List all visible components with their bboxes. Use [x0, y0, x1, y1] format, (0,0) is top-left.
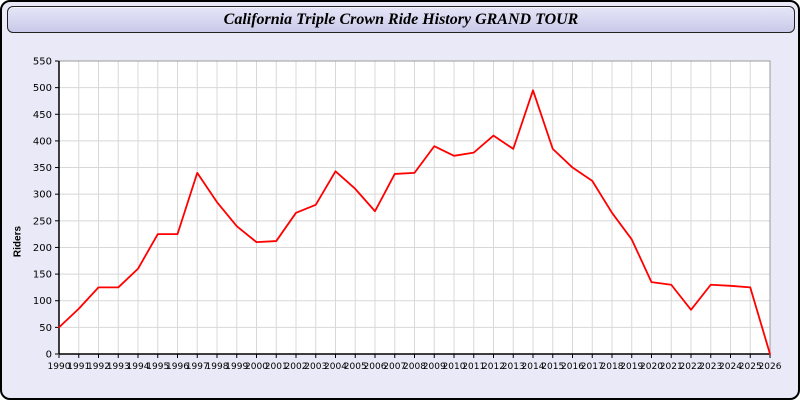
svg-text:1995: 1995: [146, 362, 169, 372]
svg-text:2006: 2006: [364, 362, 387, 372]
svg-text:1994: 1994: [127, 362, 150, 372]
svg-text:450: 450: [33, 110, 52, 121]
svg-text:2002: 2002: [285, 362, 308, 372]
svg-text:2001: 2001: [265, 362, 288, 372]
svg-text:2003: 2003: [304, 362, 327, 372]
svg-text:1990: 1990: [48, 362, 71, 372]
svg-text:2013: 2013: [502, 362, 525, 372]
riders-line-chart: 0501001502002503003504004505005501990199…: [33, 57, 782, 373]
svg-text:2026: 2026: [759, 362, 782, 372]
svg-text:1991: 1991: [67, 362, 90, 372]
svg-text:2022: 2022: [680, 362, 703, 372]
svg-text:2025: 2025: [739, 362, 762, 372]
svg-text:2004: 2004: [324, 362, 347, 372]
svg-text:2011: 2011: [462, 362, 485, 372]
svg-text:350: 350: [33, 163, 52, 174]
chart-title: California Triple Crown Ride History GRA…: [223, 10, 579, 28]
svg-text:50: 50: [39, 323, 52, 334]
svg-text:1999: 1999: [225, 362, 248, 372]
svg-text:500: 500: [33, 83, 52, 94]
svg-text:100: 100: [33, 296, 52, 307]
svg-text:2000: 2000: [245, 362, 268, 372]
svg-text:1992: 1992: [87, 362, 110, 372]
svg-text:300: 300: [33, 190, 52, 201]
chart-title-bar: California Triple Crown Ride History GRA…: [7, 6, 795, 33]
svg-text:2016: 2016: [561, 362, 584, 372]
svg-text:250: 250: [33, 216, 52, 227]
svg-text:200: 200: [33, 243, 52, 254]
svg-text:2010: 2010: [443, 362, 466, 372]
svg-text:150: 150: [33, 270, 52, 281]
svg-text:2007: 2007: [383, 362, 406, 372]
svg-text:550: 550: [33, 57, 52, 68]
svg-text:2018: 2018: [601, 362, 624, 372]
svg-text:2017: 2017: [581, 362, 604, 372]
svg-text:2014: 2014: [522, 362, 545, 372]
svg-text:2005: 2005: [344, 362, 367, 372]
svg-text:1997: 1997: [186, 362, 209, 372]
svg-text:2020: 2020: [640, 362, 663, 372]
svg-text:2019: 2019: [620, 362, 643, 372]
svg-text:2021: 2021: [660, 362, 683, 372]
svg-text:2023: 2023: [699, 362, 722, 372]
svg-text:0: 0: [46, 350, 52, 361]
svg-text:1996: 1996: [166, 362, 189, 372]
svg-text:2009: 2009: [423, 362, 446, 372]
svg-text:2024: 2024: [719, 362, 742, 372]
svg-text:400: 400: [33, 136, 52, 147]
chart-area: Riders 0 50 100 150 200 250 300 350 400 450 500 550…: [2, 38, 800, 398]
svg-text:2008: 2008: [403, 362, 426, 372]
svg-text:1998: 1998: [206, 362, 229, 372]
svg-text:2012: 2012: [482, 362, 505, 372]
svg-text:1993: 1993: [107, 362, 130, 372]
svg-text:2015: 2015: [541, 362, 564, 372]
